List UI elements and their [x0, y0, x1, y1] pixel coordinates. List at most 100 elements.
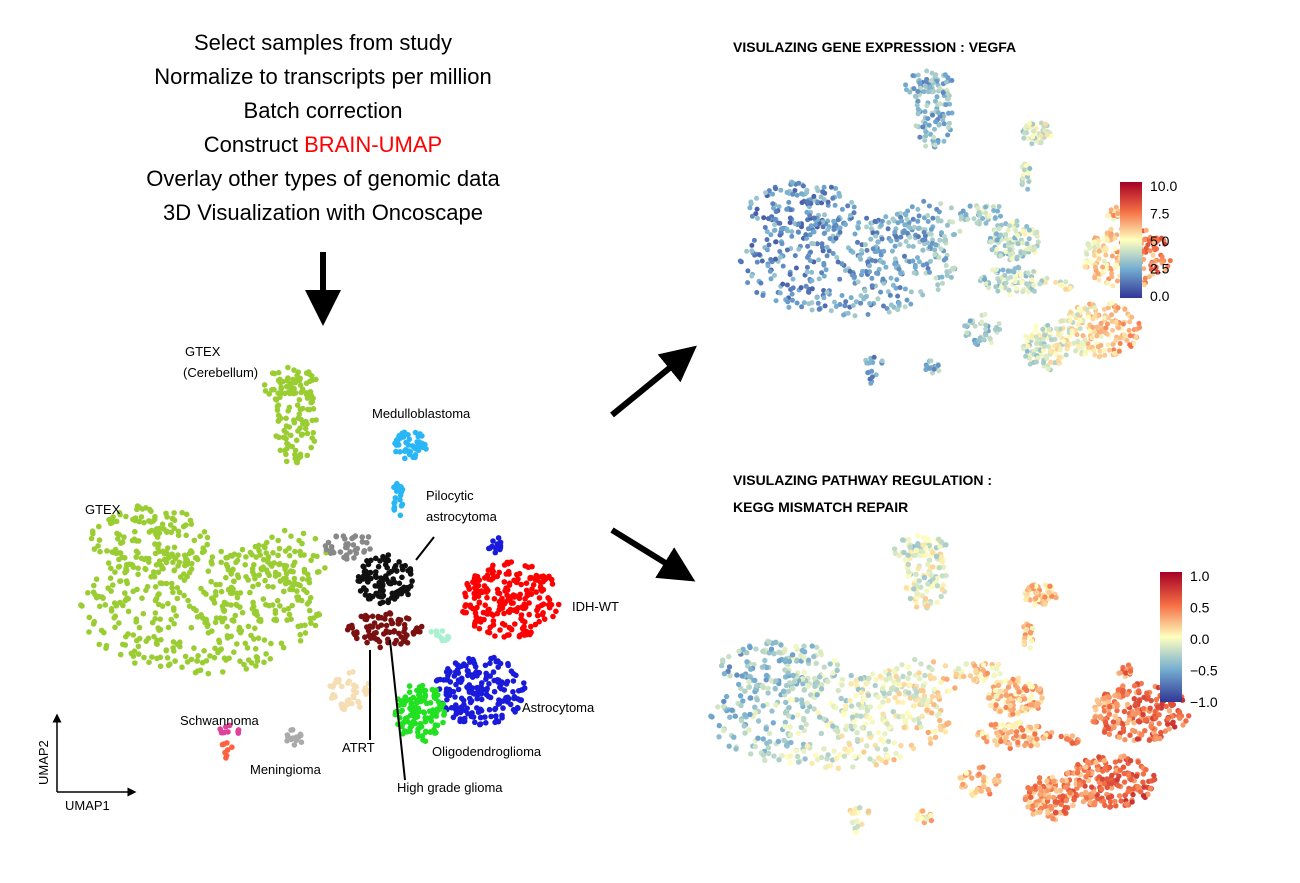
point — [1101, 758, 1108, 764]
point — [1163, 703, 1169, 710]
point — [760, 736, 766, 742]
point — [779, 226, 784, 232]
point — [373, 629, 379, 636]
point — [277, 379, 284, 386]
point — [484, 685, 491, 692]
point — [858, 300, 864, 306]
point — [851, 810, 858, 816]
point — [854, 712, 860, 719]
point — [790, 191, 796, 197]
point — [1002, 738, 1008, 745]
point — [181, 552, 188, 559]
point — [814, 295, 820, 300]
point — [988, 239, 994, 245]
point — [295, 581, 302, 588]
point — [865, 692, 872, 698]
point — [402, 455, 408, 462]
point — [1092, 313, 1098, 319]
point — [831, 748, 837, 754]
point — [522, 604, 529, 610]
point — [201, 529, 208, 535]
point — [986, 285, 992, 291]
point — [1029, 277, 1035, 283]
point — [491, 688, 498, 695]
point — [1001, 727, 1008, 733]
point — [721, 671, 728, 677]
point — [779, 241, 785, 247]
point — [302, 622, 308, 628]
point — [918, 661, 924, 667]
point — [817, 649, 824, 655]
point — [389, 620, 396, 626]
point — [477, 721, 484, 727]
point — [987, 695, 993, 701]
point — [811, 193, 817, 199]
point — [1115, 211, 1121, 217]
point — [395, 483, 402, 489]
point — [1127, 319, 1133, 325]
point — [504, 632, 511, 638]
point — [1091, 348, 1097, 354]
point — [805, 226, 811, 232]
point — [792, 253, 798, 259]
point — [181, 592, 187, 599]
point — [1025, 804, 1031, 810]
point — [491, 596, 498, 602]
point — [833, 186, 839, 191]
point — [934, 575, 940, 582]
point — [860, 268, 865, 274]
point — [811, 653, 817, 660]
point — [939, 230, 944, 236]
point — [721, 698, 727, 705]
point — [807, 258, 813, 264]
point — [314, 553, 320, 560]
point — [1083, 264, 1088, 270]
point — [471, 660, 478, 667]
point — [141, 519, 147, 526]
point — [412, 454, 418, 461]
point — [1007, 745, 1013, 752]
point — [1085, 770, 1092, 776]
point — [359, 534, 366, 540]
point — [893, 673, 899, 680]
point — [530, 582, 537, 588]
point — [858, 256, 864, 262]
point — [523, 631, 530, 638]
point — [1028, 638, 1035, 644]
point — [864, 224, 870, 230]
point — [821, 231, 827, 236]
point — [170, 559, 176, 566]
point — [540, 610, 546, 616]
point — [929, 710, 935, 716]
point — [945, 90, 951, 96]
point — [1042, 343, 1048, 349]
point — [830, 251, 836, 256]
point — [90, 530, 96, 537]
point — [262, 577, 268, 584]
point — [139, 595, 145, 601]
point — [104, 548, 110, 554]
point — [306, 599, 313, 605]
point — [241, 661, 247, 668]
point — [362, 568, 369, 574]
point — [930, 659, 937, 665]
point — [211, 600, 218, 606]
point — [927, 244, 933, 250]
point — [819, 682, 825, 688]
point — [1022, 742, 1028, 749]
point — [464, 582, 471, 588]
point — [835, 728, 841, 734]
point — [310, 429, 317, 436]
point — [85, 590, 91, 596]
point — [1167, 258, 1173, 264]
point — [392, 495, 399, 501]
point — [291, 575, 298, 582]
point — [872, 218, 878, 224]
point — [768, 678, 775, 684]
point — [931, 686, 938, 692]
point — [280, 644, 287, 651]
point — [960, 781, 966, 788]
point — [156, 591, 162, 597]
point — [912, 552, 918, 558]
point — [297, 548, 303, 555]
